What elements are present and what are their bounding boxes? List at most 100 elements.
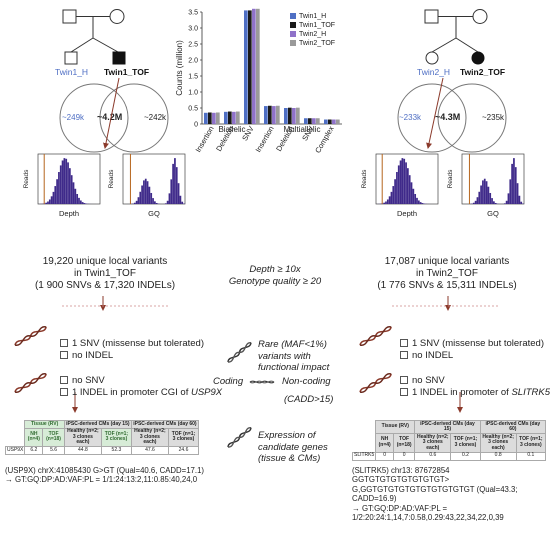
legend-swatch: [290, 22, 296, 28]
hist-bar: [399, 160, 402, 204]
table-row: SLITRK5 0 0 0.6 0.2 0.8 0.1: [351, 451, 547, 461]
hist-bar: [416, 197, 418, 204]
hist-bar: [408, 175, 411, 204]
left-coding-item-1: 1 SNV (missense but tolerated): [60, 338, 204, 350]
table-right-c-nh: NH (n=4): [375, 433, 394, 453]
hist-right-depth-svg: Depth Reads: [361, 153, 439, 218]
hist-bar: [139, 191, 142, 204]
hist-bar: [52, 191, 55, 204]
hist-bar: [135, 200, 138, 204]
hist-bar: [514, 167, 517, 204]
checkbox-icon: [60, 351, 68, 360]
hist-bar: [513, 158, 515, 204]
hist-bar: [168, 193, 171, 204]
hist-bar: [179, 195, 182, 204]
hist-bar: [181, 201, 184, 204]
hist-bar: [58, 172, 60, 204]
y-tick-label: 2.0: [188, 58, 198, 65]
pedigree-left-label-a: Twin1_H: [55, 67, 89, 77]
summary-left-line2: in Twin1_TOF: [74, 268, 136, 279]
summary-right-line1: 17,087 unique local variants: [384, 256, 510, 267]
group-label-multiallelic: Multiallelic: [284, 125, 321, 134]
summary-right-line3: (1 776 SNVs & 15,311 INDELs): [377, 280, 517, 291]
hist-bar: [480, 185, 482, 204]
bar-Twin2_TOF: [336, 119, 340, 124]
hist-x-label: Depth: [397, 209, 417, 218]
hist-bar: [154, 201, 156, 204]
hist-bar: [489, 192, 492, 204]
venn-left-center: ~4.2M: [97, 112, 123, 122]
rare-line3: functional impact: [258, 362, 330, 373]
hist-bar: [81, 202, 84, 204]
hist-bar: [150, 192, 153, 204]
hist-bar: [76, 193, 79, 204]
checkbox-icon: [60, 339, 68, 348]
hist-bar: [507, 193, 510, 204]
hist-bar: [170, 179, 173, 204]
left-noncoding-gene: USP9X: [190, 387, 223, 398]
variant-count-chart-svg: 0 0.5 1.0 1.5 2.0 2.5 3.0 3.5 Counts (million) In…: [175, 8, 342, 155]
table-cell: 24.6: [168, 446, 199, 455]
hist-bar: [401, 158, 404, 204]
hist-bar: [144, 178, 147, 204]
hist-bar: [63, 158, 66, 204]
hist-bar: [505, 200, 508, 204]
hist-left-depth: Depth Reads: [22, 150, 104, 222]
hist-bar: [417, 200, 420, 204]
variant-left-line2: → GT:GQ:DP:AD:VAF:PL = 1/1:24:13:2,11:0.…: [5, 475, 198, 485]
hist-bar: [419, 202, 422, 204]
hist-bar: [172, 163, 174, 204]
filter-criteria: Depth ≥ 10x Genotype quality ≥ 20: [205, 264, 345, 288]
summary-left-line1: 19,220 unique local variants: [42, 256, 168, 267]
table-cell: 52.3: [100, 446, 132, 455]
table-left-gene: USP9X: [4, 446, 26, 455]
bar-Twin1_H: [264, 106, 268, 124]
summary-left-line3: (1 900 SNVs & 17,320 INDELs): [34, 280, 176, 291]
pedigree-left-graphic: [62, 9, 126, 65]
left-coding-text-1: 1 SNV (missense but tolerated): [72, 338, 205, 349]
bar-Twin2_TOF: [276, 105, 280, 124]
venn-right-circles: [397, 83, 507, 153]
bar-Twin1_TOF: [328, 119, 332, 124]
hist-bar: [414, 193, 417, 204]
bar-Twin1_TOF: [248, 10, 252, 124]
hist-bar: [405, 162, 407, 204]
venn-left-a: ~249k: [62, 113, 85, 122]
hist-bar: [397, 165, 400, 204]
hist-bar: [65, 158, 68, 204]
hist-bar: [472, 202, 475, 204]
venn-left-circles: [59, 83, 169, 153]
hist-bar: [67, 162, 69, 204]
hist-left-gq: GQ Reads: [107, 150, 189, 222]
table-left-c-h60: Healthy (n=2; 3 clones each): [130, 427, 170, 448]
right-noncoding-text-1: no SNV: [412, 375, 445, 386]
right-coding-text-1: 1 SNV (missense but tolerated): [412, 338, 545, 349]
hist-bar: [48, 199, 51, 204]
hist-bar: [412, 188, 415, 204]
hist-bar: [155, 202, 158, 204]
bar-Twin1_H: [204, 112, 208, 124]
hist-y-label: Reads: [447, 169, 454, 189]
pedigree-right-graphic: [424, 9, 488, 65]
bar-Twin2_H: [272, 106, 276, 124]
bar-Twin2_TOF: [236, 111, 240, 124]
coding-label: Coding: [213, 376, 244, 387]
rare-line1: Rare (MAF<1%): [258, 339, 327, 350]
bar-Twin1_TOF: [208, 112, 212, 124]
bar-Twin1_TOF: [288, 107, 292, 124]
left-noncoding-item-2: 1 INDEL in promoter CGI of USP9X: [60, 387, 222, 399]
expression-table-right: Tissue (RV) iPSC-derived CMs (day 15) iP…: [351, 419, 547, 461]
hist-bar: [503, 203, 506, 204]
hist-bar: [54, 186, 57, 204]
hist-bar: [518, 195, 521, 204]
table-cell: 0.6: [414, 451, 452, 461]
hist-bar: [385, 201, 387, 204]
hist-bar: [474, 200, 477, 204]
hist-bar: [487, 186, 490, 204]
variant-detail-left: (USP9X) chrX:41085430 G>GT (Qual=40.6, C…: [5, 466, 210, 485]
hist-bar: [410, 182, 413, 204]
right-coding-item-2: no INDEL: [400, 350, 544, 362]
table-cell: 0.1: [515, 451, 547, 461]
table-right-c-tof: TOF (n=18): [392, 433, 416, 453]
hist-bar: [520, 201, 523, 204]
